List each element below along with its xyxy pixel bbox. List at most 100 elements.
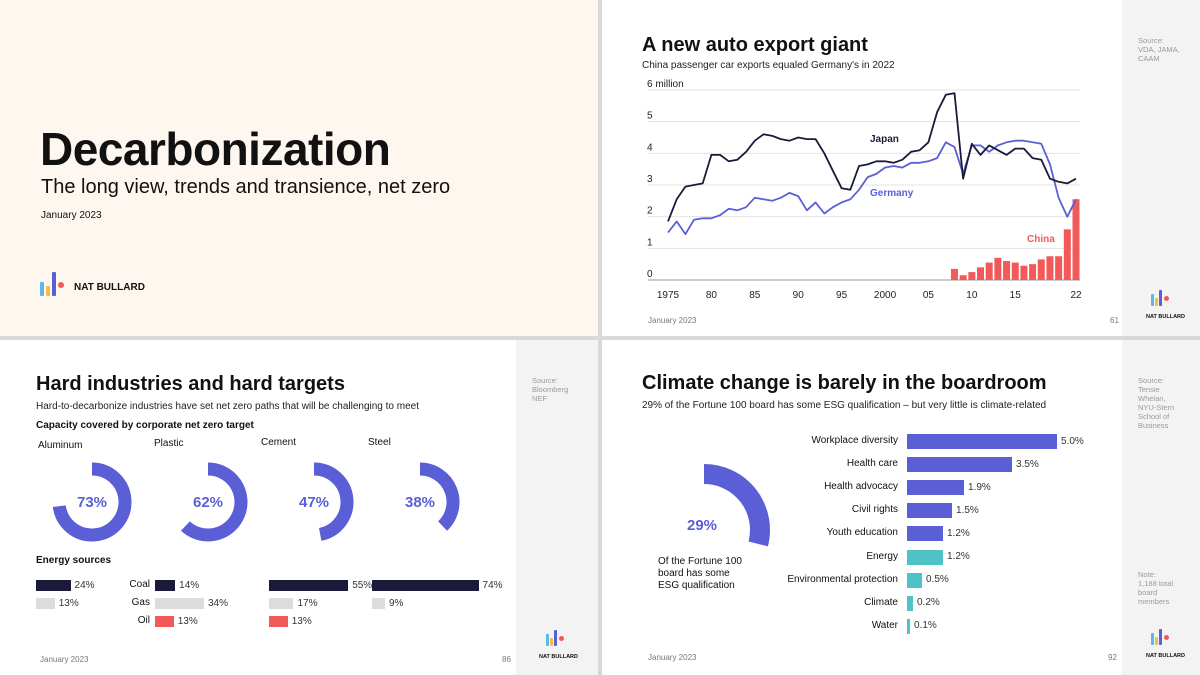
deck-date: January 2023	[41, 210, 102, 221]
board-bar	[907, 503, 952, 519]
capacity-donut-label: 47%	[299, 494, 329, 511]
x-tick-label: 90	[793, 290, 805, 301]
energy-bar-label: 14%	[179, 579, 200, 591]
brand-name: NAT BULLARD	[74, 282, 145, 293]
slide-date: January 2023	[40, 655, 89, 664]
y-tick-label: 3	[647, 174, 653, 185]
donut-caption-line: ESG qualification	[658, 580, 735, 591]
energy-bar-gas	[372, 598, 385, 609]
slide-date: January 2023	[648, 653, 697, 662]
board-bar-category: Civil rights	[851, 504, 898, 516]
y-tick-label: 5	[647, 111, 653, 122]
china-bar	[1055, 256, 1063, 280]
japan-line	[667, 92, 1077, 222]
energy-bar-label: 13%	[291, 615, 312, 627]
energy-bar-coal	[155, 580, 176, 591]
board-bar-category: Climate	[864, 596, 898, 608]
china-bar	[977, 267, 985, 280]
board-bar	[907, 434, 1057, 449]
slide-title: Climate change is barely in the boardroo…	[642, 372, 1047, 394]
x-tick-label: 95	[836, 290, 848, 301]
germany-line	[667, 139, 1077, 236]
china-bar	[968, 272, 976, 280]
energy-label-oil: Oil	[137, 615, 150, 626]
energy-bar-gas	[36, 598, 55, 609]
slide-subtitle: China passenger car exports equaled Germ…	[642, 60, 895, 71]
energy-bar-gas	[269, 598, 294, 609]
board-bar-value: 0.2%	[917, 597, 940, 609]
energy-bar-label: 17%	[297, 597, 318, 609]
board-bar-value: 1.2%	[947, 527, 970, 539]
x-tick-label: 1975	[657, 290, 680, 301]
brand-logo-icon	[40, 272, 68, 300]
board-bar	[907, 480, 964, 496]
energy-bar-label: 55%	[352, 579, 373, 591]
industry-label-cement: Cement	[261, 437, 297, 448]
energy-bar-label: 9%	[388, 597, 404, 609]
deck-title: Decarbonization	[40, 123, 391, 175]
china-bar	[1011, 262, 1019, 280]
industry-label-aluminum: Aluminum	[38, 440, 83, 451]
x-tick-label: 80	[706, 290, 718, 301]
page-number: 86	[502, 655, 511, 664]
energy-bar-label: 24%	[74, 579, 95, 591]
industry-label-plastic: Plastic	[154, 438, 184, 449]
capacity-donut-arc	[52, 462, 132, 542]
board-bar	[907, 549, 943, 565]
capacity-donut-arc	[313, 462, 354, 541]
board-bar-category: Health advocacy	[824, 481, 898, 493]
board-bar-category: Youth education	[826, 527, 898, 539]
board-bar-value: 0.5%	[926, 574, 949, 586]
board-bar	[907, 457, 1012, 473]
y-tick-label: 0	[647, 269, 653, 280]
brand-logo-icon	[1151, 629, 1175, 645]
x-tick-label: 10	[966, 290, 978, 301]
donut-value: 29%	[687, 517, 717, 534]
series-label-japan: Japan	[870, 134, 899, 145]
energy-bar-coal	[372, 580, 479, 591]
energy-heading: Energy sources	[36, 555, 112, 566]
energy-bar-label: 13%	[58, 597, 79, 609]
board-bar-category: Water	[871, 619, 898, 631]
x-tick-label: 22	[1070, 290, 1082, 301]
board-bar	[907, 618, 910, 634]
energy-bar-coal	[269, 580, 349, 591]
brand-logo-icon	[546, 630, 570, 646]
y-tick-label: 6 million	[647, 79, 684, 90]
donut-caption-line: Of the Fortune 100	[658, 556, 742, 567]
slide-subtitle: 29% of the Fortune 100 board has some ES…	[642, 400, 1047, 411]
source-note: Source: Tensie Whelan, NYU-Stern School …	[1138, 376, 1175, 430]
page-number: 92	[1108, 653, 1117, 662]
china-bar	[1029, 264, 1037, 280]
board-bar-value: 0.1%	[914, 620, 937, 632]
esg-donut: 29%	[687, 464, 770, 547]
capacity-donuts: 73% 62% 47% 38%	[52, 462, 460, 542]
brand-name: NAT BULLARD	[1146, 653, 1186, 659]
board-bar-category: Health care	[846, 458, 898, 470]
board-bar-value: 1.5%	[956, 504, 979, 516]
china-bar	[959, 275, 967, 280]
slide-title: Hard industries and hard targets	[36, 373, 345, 395]
source-note: Source: Bloomberg NEF	[532, 376, 569, 403]
sidebar	[516, 340, 598, 675]
x-tick-label: 15	[1010, 290, 1022, 301]
board-bar-category: Workplace diversity	[811, 435, 898, 446]
china-bar	[1063, 229, 1071, 280]
x-tick-label: 2000	[874, 290, 897, 301]
capacity-donut-arc	[419, 462, 460, 531]
energy-label-coal: Coal	[129, 579, 150, 590]
board-bar	[907, 595, 913, 611]
capacity-donut-label: 38%	[405, 494, 435, 511]
board-bar-value: 3.5%	[1016, 458, 1039, 470]
boardroom-slide: Source: Tensie Whelan, NYU-Stern School …	[602, 340, 1200, 675]
china-bar	[1003, 261, 1011, 280]
board-bar-value: 5.0%	[1061, 435, 1084, 447]
china-bar	[1020, 265, 1028, 280]
footnote: Note: 1,188 total board members	[1138, 570, 1174, 606]
energy-bar-coal	[36, 580, 71, 591]
energy-bar-oil	[155, 616, 174, 627]
x-tick-label: 85	[749, 290, 761, 301]
capacity-donut-label: 73%	[77, 494, 107, 511]
series-label-china: China	[1027, 234, 1055, 245]
